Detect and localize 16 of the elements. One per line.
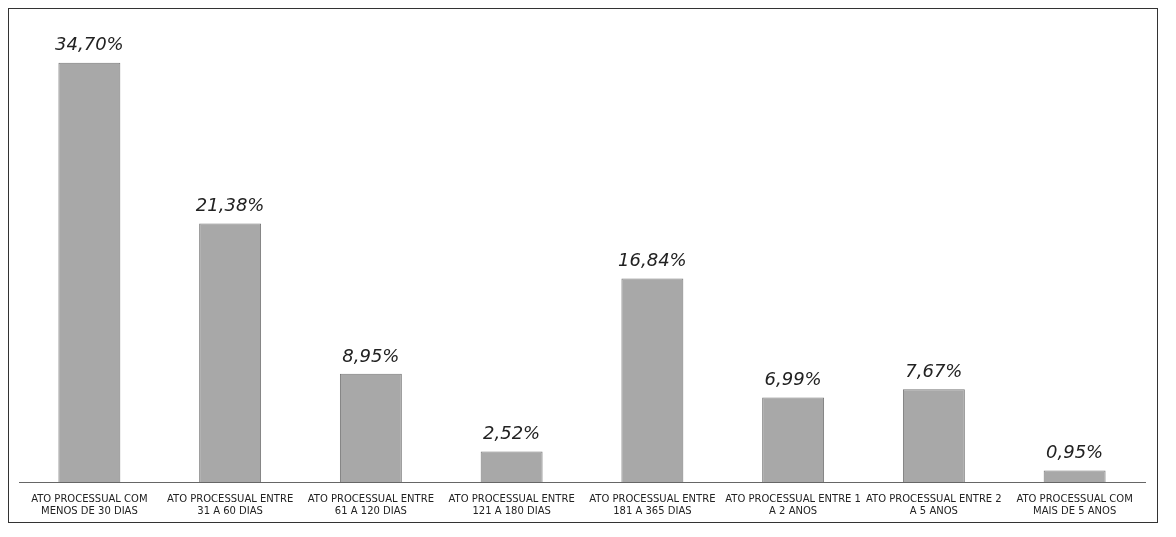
data-label: 34,70% — [55, 33, 124, 55]
x-tick-label: ATO PROCESSUAL ENTRE 1 A 2 ANOS — [725, 492, 861, 516]
x-tick-label: ATO PROCESSUAL COM MAIS DE 5 ANOS — [1016, 492, 1133, 516]
x-tick-label: ATO PROCESSUAL ENTRE 61 A 120 DIAS — [307, 492, 434, 516]
data-label: 2,52% — [483, 422, 541, 444]
x-tick-label: ATO PROCESSUAL COM MENOS DE 30 DIAS — [31, 492, 148, 516]
x-tick-label: ATO PROCESSUAL ENTRE 31 A 60 DIAS — [167, 492, 294, 516]
data-label: 6,99% — [764, 368, 822, 390]
data-label: 21,38% — [195, 194, 265, 216]
data-label: 0,95% — [1046, 441, 1104, 463]
data-label: 8,95% — [342, 344, 400, 366]
x-tick-label: ATO PROCESSUAL ENTRE 2 A 5 ANOS — [866, 492, 1002, 516]
x-tick-label: ATO PROCESSUAL ENTRE 121 A 180 DIAS — [448, 492, 575, 516]
data-label: 7,67% — [905, 359, 963, 381]
data-label: 16,84% — [618, 249, 687, 271]
x-tick-label: ATO PROCESSUAL ENTRE 181 A 365 DIAS — [589, 492, 716, 516]
